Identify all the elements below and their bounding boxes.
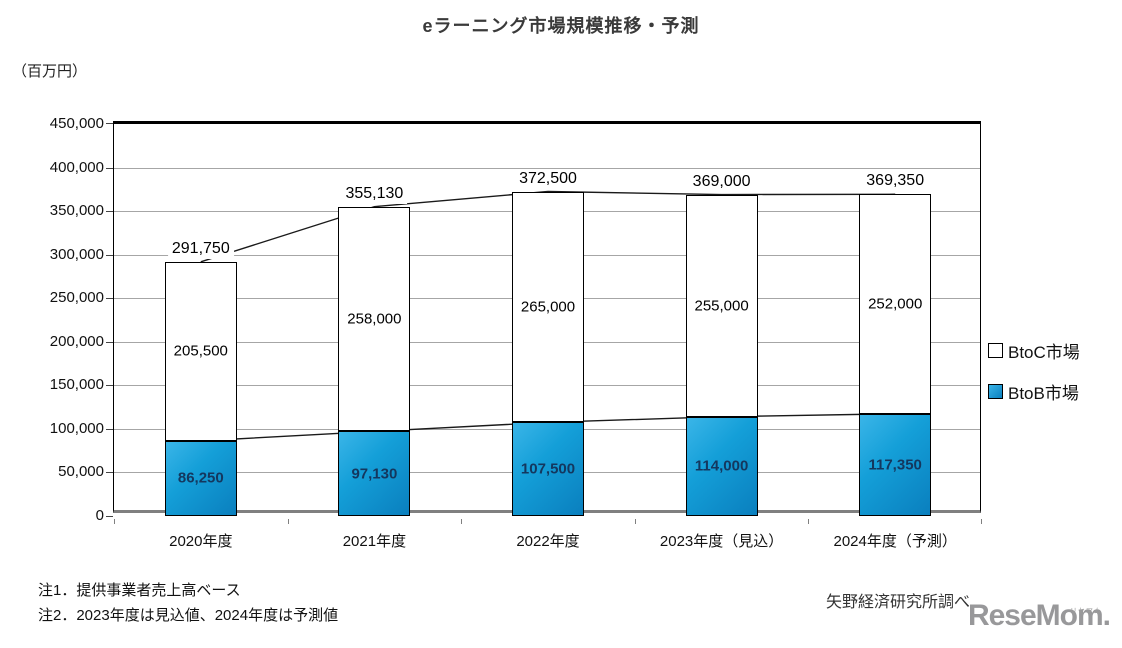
y-axis-tick-label: 250,000 — [49, 289, 104, 307]
total-value-label: 369,350 — [862, 171, 929, 192]
x-axis-tick — [808, 519, 810, 524]
x-axis-tick — [287, 519, 289, 524]
y-axis-tick-label: 150,000 — [49, 376, 104, 394]
bar-btoc-segment — [859, 194, 932, 414]
y-axis-tick-label: 100,000 — [49, 419, 104, 437]
bar-btob-segment — [512, 422, 584, 516]
btob-value-label: 117,350 — [868, 456, 922, 474]
total-value-label: 355,130 — [341, 183, 408, 204]
bar-btoc-segment — [164, 261, 237, 441]
y-axis-tick-label: 300,000 — [49, 245, 104, 263]
y-axis-tick — [106, 341, 113, 343]
y-axis-tick-label: 200,000 — [49, 332, 104, 350]
legend-item-btoc: BtoC市場 — [988, 338, 1080, 363]
bar-btoc-segment — [685, 194, 758, 417]
y-axis-tick-label: 50,000 — [58, 463, 104, 481]
source-credit: 矢野経済研究所調べ — [825, 594, 970, 611]
total-value-label: 369,000 — [688, 171, 755, 192]
y-axis-tick — [106, 123, 113, 124]
y-axis-unit-label: （百万円） — [12, 63, 88, 80]
legend-item-btob: BtoB市場 — [988, 379, 1080, 404]
x-axis-tick — [981, 519, 982, 524]
btob-value-label: 86,250 — [177, 469, 224, 487]
bar-btoc-segment — [512, 191, 584, 423]
footnote-1: 注1．提供事業者売上高ベース — [38, 582, 241, 599]
y-axis-tick — [106, 428, 113, 430]
btob-value-label: 107,500 — [520, 460, 576, 478]
btob-swatch-icon — [988, 384, 1003, 399]
y-axis-tick — [106, 254, 113, 256]
x-axis-tick — [114, 519, 115, 524]
y-axis-tick-label: 400,000 — [49, 158, 104, 176]
btob-value-label: 114,000 — [694, 457, 749, 475]
btoc-swatch-icon — [988, 343, 1003, 358]
x-axis-category-label: 2021年度 — [342, 533, 407, 550]
y-axis-tick — [106, 472, 113, 474]
x-axis-category-label: 2020年度 — [169, 533, 233, 550]
resemom-logo: リセマム ReseMom. — [967, 598, 1111, 634]
x-axis-category-label: 2022年度 — [516, 533, 580, 550]
resemom-logo-text: ReseMom. — [967, 599, 1111, 632]
chart-title: eラーニング市場規模推移・予測 — [422, 16, 700, 36]
btob-value-label: 97,130 — [351, 465, 398, 483]
btoc-value-label: 255,000 — [694, 297, 749, 315]
total-value-label: 291,750 — [167, 238, 234, 259]
btoc-value-label: 265,000 — [520, 298, 576, 316]
footnotes: 注1．提供事業者売上高ベース 注2．2023年度は見込値、2024年度は予測値 — [38, 578, 338, 628]
bar-btob-segment — [859, 413, 932, 516]
bar-btob-segment — [338, 431, 411, 516]
y-gridline — [114, 167, 980, 169]
legend: BtoC市場 BtoB市場 — [988, 338, 1080, 404]
y-axis-tick-label: 450,000 — [49, 115, 104, 132]
bar-btob-segment — [685, 416, 758, 516]
x-axis-tick — [461, 519, 463, 524]
x-axis-category-label: 2024年度（予測） — [833, 533, 957, 550]
legend-label-btob: BtoB市場 — [1008, 384, 1079, 403]
y-axis-tick — [106, 298, 113, 300]
x-axis-category-label: 2023年度（見込） — [659, 533, 784, 550]
bar-btob-segment — [164, 440, 237, 516]
legend-label-btoc: BtoC市場 — [1008, 343, 1080, 362]
y-axis-tick-label: 350,000 — [49, 202, 104, 220]
bar-btoc-segment — [338, 206, 411, 432]
total-value-label: 372,500 — [515, 168, 581, 189]
y-axis-tick-label: 0 — [95, 507, 104, 524]
y-axis-tick — [106, 211, 113, 213]
footnote-2: 注2．2023年度は見込値、2024年度は予測値 — [38, 607, 339, 624]
y-axis-tick — [106, 516, 113, 517]
resemom-logo-ruby: リセマム — [1070, 608, 1102, 615]
plot-area: 0 50,000 100,000 150,000 200,000 250,000 300,0… — [50, 115, 982, 550]
x-axis-tick — [634, 519, 636, 524]
y-axis-tick — [106, 385, 113, 387]
y-axis-tick — [106, 167, 113, 169]
btoc-value-label: 252,000 — [868, 295, 923, 313]
btoc-value-label: 258,000 — [347, 310, 402, 328]
btoc-value-label: 205,500 — [173, 342, 228, 360]
